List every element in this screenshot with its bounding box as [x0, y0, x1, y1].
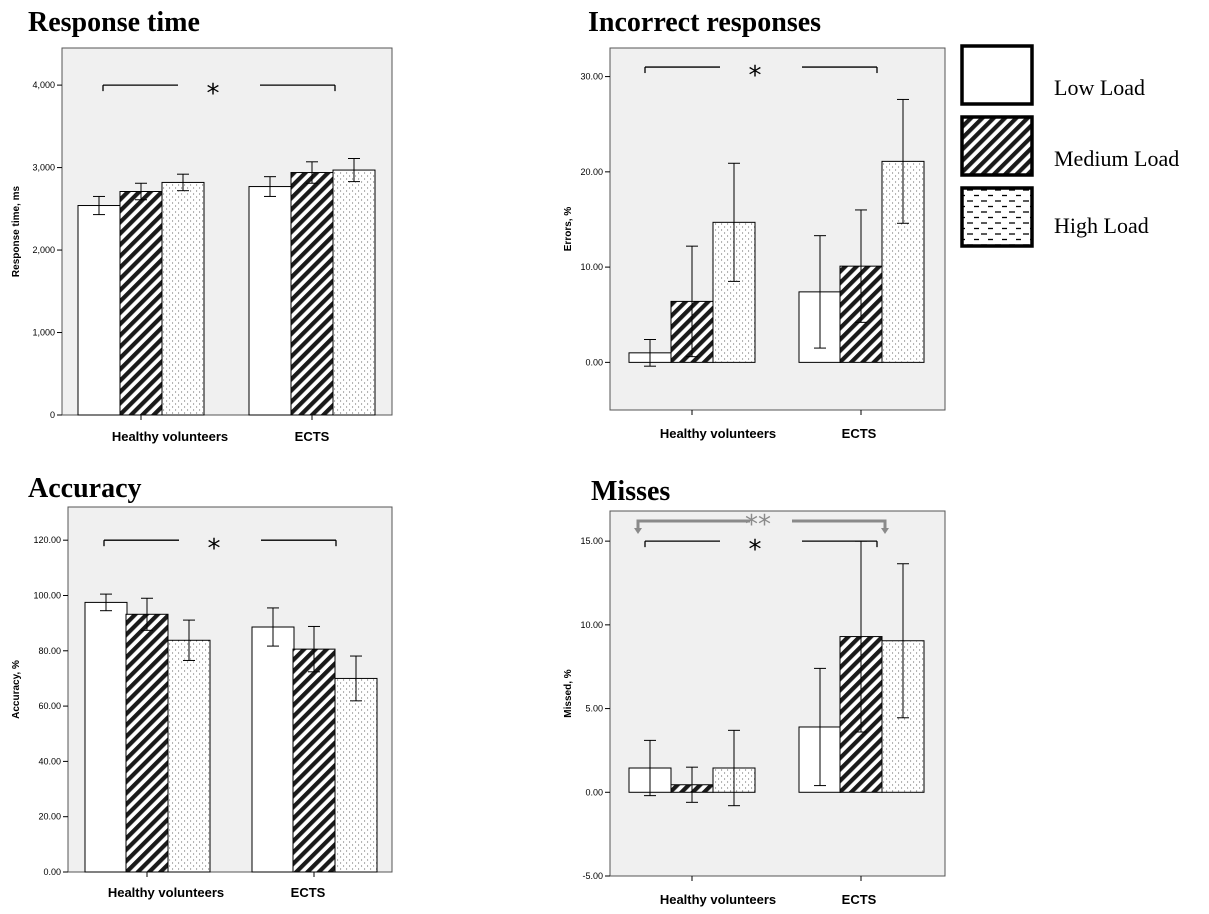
- bar-medium-load-ects: [290, 172, 334, 416]
- bar-medium-load-ects: [292, 648, 336, 873]
- chart-title: Response time: [28, 7, 200, 38]
- x-category-label: ECTS: [291, 885, 326, 900]
- y-axis-label: Response time, ms: [11, 185, 22, 277]
- y-tick-label: 40.00: [38, 756, 61, 766]
- significance-marker: *: [207, 79, 220, 109]
- error-bar-low-load-ects: [267, 607, 279, 647]
- bar-high-load-ects: [334, 677, 378, 873]
- bar-medium-load-healthy-volunteers: [125, 613, 169, 873]
- bar-high-load-ects: [332, 169, 376, 416]
- y-tick-label: 100.00: [33, 590, 61, 600]
- chart-title: Incorrect responses: [588, 7, 821, 38]
- y-tick-label: 30.00: [580, 72, 603, 82]
- y-tick-label: 15.00: [580, 536, 603, 546]
- y-tick-label: 5.00: [585, 704, 603, 714]
- chart-title: Accuracy: [28, 473, 142, 504]
- error-bar-high-load-ects: [897, 563, 909, 719]
- significance-bracket: [644, 66, 878, 74]
- y-tick-label: 0: [50, 410, 55, 420]
- y-tick-label: -5.00: [582, 871, 603, 881]
- x-category-label: Healthy volunteers: [660, 426, 776, 441]
- significance-bracket-gray: [634, 519, 889, 535]
- error-bar-low-load-ects: [814, 235, 826, 349]
- x-category-label: ECTS: [842, 426, 877, 441]
- error-bar-low-load-ects: [264, 176, 276, 197]
- error-bar-low-load-healthy-volunteers: [100, 593, 112, 612]
- y-tick-label: 0.00: [585, 357, 603, 367]
- error-bar-high-load-healthy-volunteers: [728, 162, 740, 282]
- y-tick-label: 60.00: [38, 701, 61, 711]
- significance-bracket: [103, 539, 337, 547]
- x-category-label: ECTS: [295, 429, 330, 444]
- y-axis-label: Accuracy, %: [11, 660, 22, 719]
- x-category-label: Healthy volunteers: [112, 429, 228, 444]
- error-bar-medium-load-healthy-volunteers: [686, 245, 698, 358]
- y-tick-label: 10.00: [580, 262, 603, 272]
- legend-label-high: High Load: [1054, 213, 1149, 238]
- bar-low-load-ects: [251, 626, 295, 873]
- error-bar-low-load-ects: [814, 667, 826, 787]
- bar-low-load-ects: [248, 186, 292, 416]
- significance-marker: *: [749, 61, 762, 91]
- error-bar-medium-load-healthy-volunteers: [135, 182, 147, 201]
- bar-medium-load-healthy-volunteers: [119, 191, 163, 416]
- legend-label-medium: Medium Load: [1054, 146, 1179, 171]
- error-bar-medium-load-healthy-volunteers: [141, 597, 153, 631]
- legend-swatch-high: [960, 186, 1034, 248]
- error-bar-low-load-healthy-volunteers: [644, 339, 656, 367]
- error-bar-medium-load-ects: [306, 161, 318, 184]
- legend-swatch-low: [960, 44, 1034, 106]
- y-tick-label: 0.00: [43, 867, 61, 877]
- response-time-chart: Response time 0 1,000 2,000 3,000 4,000 Respon…: [11, 7, 393, 444]
- error-bar-medium-load-healthy-volunteers: [686, 766, 698, 803]
- y-tick-label: 0.00: [585, 787, 603, 797]
- y-tick-label: 20.00: [38, 812, 61, 822]
- significance-marker: *: [749, 535, 762, 565]
- significance-bracket: [644, 540, 878, 548]
- chart-title: Misses: [591, 476, 670, 507]
- legend-label-low: Low Load: [1054, 75, 1145, 100]
- error-bar-high-load-ects: [897, 98, 909, 224]
- bar-low-load-healthy-volunteers: [84, 601, 128, 873]
- y-tick-label: 80.00: [38, 646, 61, 656]
- y-axis-label: Missed, %: [563, 669, 574, 717]
- error-bar-low-load-healthy-volunteers: [93, 195, 105, 216]
- error-bar-high-load-ects: [350, 655, 362, 702]
- error-bar-high-load-healthy-volunteers: [177, 173, 189, 192]
- y-axis-label: Errors, %: [563, 207, 574, 252]
- error-bar-high-load-healthy-volunteers: [183, 619, 195, 661]
- bar-high-load-healthy-volunteers: [167, 639, 211, 873]
- accuracy-chart: Accuracy 0.00 20.00 40.00 60.00 80.00 100.00 12…: [11, 473, 393, 900]
- x-category-label: Healthy volunteers: [660, 892, 776, 907]
- incorrect-responses-chart: Incorrect responses 0.00 10.00 20.00 30.00 Er…: [563, 7, 946, 441]
- error-bar-low-load-healthy-volunteers: [644, 739, 656, 797]
- y-tick-label: 120.00: [33, 535, 61, 545]
- y-tick-label: 1,000: [32, 328, 55, 338]
- error-bar-medium-load-ects: [308, 625, 320, 673]
- bar-high-load-healthy-volunteers: [161, 181, 205, 416]
- legend-swatch-medium: [960, 115, 1034, 177]
- bar-low-load-healthy-volunteers: [77, 205, 121, 416]
- x-category-label: ECTS: [842, 892, 877, 907]
- y-tick-label: 10.00: [580, 620, 603, 630]
- significance-bracket: [102, 84, 336, 92]
- error-bar-medium-load-ects: [855, 209, 867, 323]
- y-tick-label: 2,000: [32, 245, 55, 255]
- error-bar-high-load-ects: [348, 158, 360, 183]
- significance-marker: **: [745, 510, 771, 540]
- y-tick-label: 20.00: [580, 167, 603, 177]
- legend: Low Load Medium Load High Load: [960, 44, 1179, 248]
- misses-chart: Misses -5.00 0.00 5.00 10.00 15.00 Missed, % He…: [563, 476, 946, 907]
- error-bar-high-load-healthy-volunteers: [728, 729, 740, 807]
- y-tick-label: 4,000: [32, 80, 55, 90]
- significance-marker: *: [208, 534, 221, 564]
- x-category-label: Healthy volunteers: [108, 885, 224, 900]
- y-tick-label: 3,000: [32, 163, 55, 173]
